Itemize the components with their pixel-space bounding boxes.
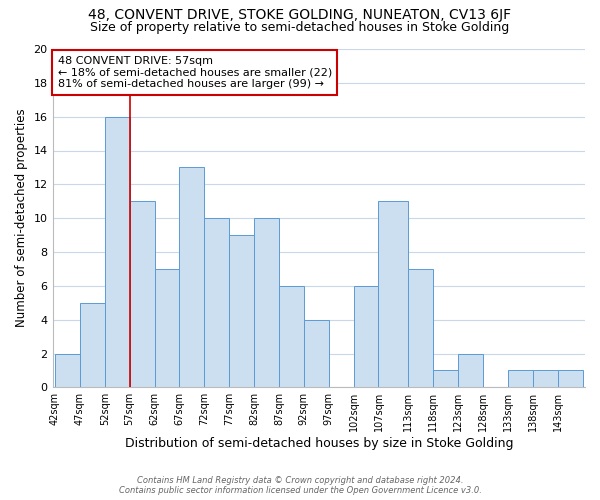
Bar (179, 168, 205, 388)
Bar (279, 286, 304, 388)
Bar (557, 370, 583, 388)
Text: Size of property relative to semi-detached houses in Stoke Golding: Size of property relative to semi-detach… (91, 21, 509, 34)
Bar (205, 218, 229, 388)
Bar (254, 218, 279, 388)
X-axis label: Distribution of semi-detached houses by size in Stoke Golding: Distribution of semi-detached houses by … (125, 437, 513, 450)
Bar (105, 116, 130, 388)
Text: 48, CONVENT DRIVE, STOKE GOLDING, NUNEATON, CV13 6JF: 48, CONVENT DRIVE, STOKE GOLDING, NUNEAT… (88, 8, 512, 22)
Text: 48 CONVENT DRIVE: 57sqm
← 18% of semi-detached houses are smaller (22)
81% of se: 48 CONVENT DRIVE: 57sqm ← 18% of semi-de… (58, 56, 332, 89)
Y-axis label: Number of semi-detached properties: Number of semi-detached properties (15, 109, 28, 328)
Bar (508, 370, 533, 388)
Bar (379, 201, 409, 388)
Bar (533, 370, 557, 388)
Bar (458, 354, 483, 388)
Bar (55, 354, 80, 388)
Bar (409, 269, 433, 388)
Bar (155, 269, 179, 388)
Bar (353, 286, 379, 388)
Bar (229, 235, 254, 388)
Bar (80, 302, 105, 388)
Bar (130, 201, 155, 388)
Bar (433, 370, 458, 388)
Bar (304, 320, 329, 388)
Text: Contains HM Land Registry data © Crown copyright and database right 2024.
Contai: Contains HM Land Registry data © Crown c… (119, 476, 481, 495)
